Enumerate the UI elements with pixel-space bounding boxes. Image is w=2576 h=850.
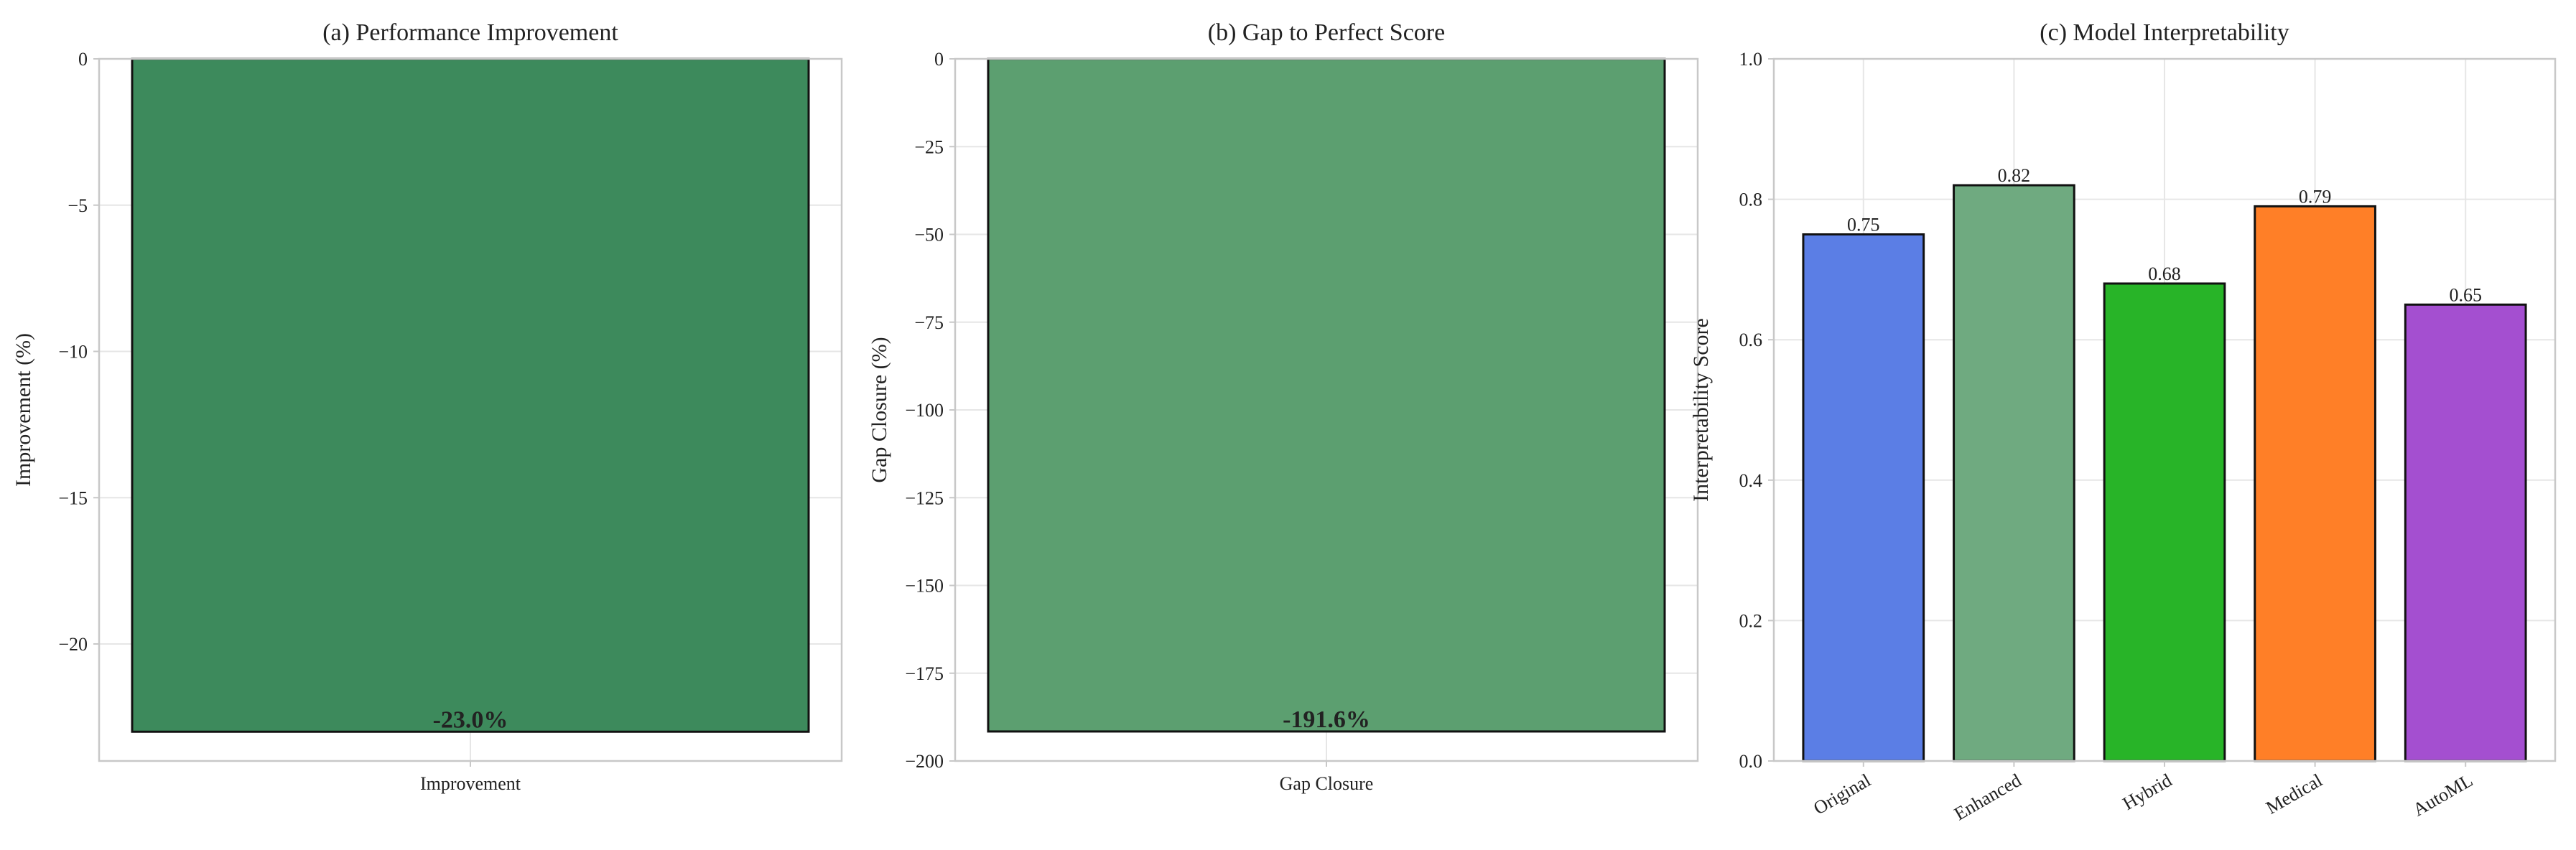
bar-value-label: 0.82 (1998, 165, 2031, 186)
y-tick-label: 0 (78, 49, 88, 70)
y-tick-label: 0.4 (1739, 470, 1763, 491)
y-tick-label: 0.6 (1739, 330, 1763, 350)
x-tick-label: Gap Closure (1280, 773, 1374, 794)
y-tick-label: −5 (68, 195, 88, 216)
bar-medical (2254, 205, 2376, 762)
y-tick-label: −150 (905, 576, 944, 597)
bar-value-label: 0.75 (1847, 215, 1880, 235)
bar-enhanced (1953, 184, 2075, 762)
y-tick-label: −125 (905, 487, 944, 508)
y-tick-label: −25 (914, 136, 944, 157)
chart-title: (c) Model Interpretability (2040, 19, 2289, 46)
bar-value-label: 0.68 (2148, 263, 2181, 284)
y-tick-label: −200 (905, 751, 944, 772)
y-axis-label: Improvement (%) (11, 333, 35, 487)
y-tick-label: 0 (934, 49, 944, 70)
x-tick-label: Original (1810, 770, 1874, 818)
bar-value-label: -191.6% (1283, 706, 1370, 733)
y-tick-label: −20 (58, 634, 88, 655)
y-axis-label: Interpretability Score (1689, 318, 1713, 502)
bar-original (1802, 233, 1925, 762)
x-tick-label: Hybrid (2119, 770, 2175, 814)
panel-gap-to-perfect-score: -191.6% 0 −25 −50 −75 −100 −125 −150 −175 −200 Gap… (868, 19, 1699, 794)
x-tick-label: Medical (2262, 770, 2325, 818)
y-tick-label: −50 (914, 225, 944, 246)
x-tick-label: AutoML (2409, 770, 2476, 821)
bar-value-label: 0.65 (2449, 284, 2482, 305)
bar-value-label: -23.0% (433, 706, 508, 733)
chart-title: (b) Gap to Perfect Score (1208, 19, 1445, 46)
panel-performance-improvement: -23.0% 0 −5 −10 −15 −20 Improvement (a) Perform… (11, 19, 843, 794)
y-tick-label: 0.8 (1739, 190, 1763, 210)
y-tick-label: 0.2 (1739, 610, 1763, 631)
x-tick-label: Improvement (420, 773, 521, 794)
y-tick-label: −100 (905, 400, 944, 421)
x-tick-label: Enhanced (1950, 770, 2024, 824)
y-tick-label: −75 (914, 312, 944, 333)
bar-automl (2404, 303, 2527, 762)
y-tick-label: −10 (58, 342, 88, 363)
y-tick-label: 1.0 (1739, 49, 1763, 70)
y-tick-label: 0.0 (1739, 751, 1763, 772)
panel-model-interpretability: 0.75 0.82 0.68 0.79 0.65 0.0 0.2 0.4 0.6 0.8 1.0 Or… (1689, 19, 2557, 824)
y-tick-label: −175 (905, 663, 944, 684)
chart-title: (a) Performance Improvement (322, 19, 618, 46)
y-tick-label: −15 (58, 487, 88, 508)
bar-value-label: 0.79 (2299, 186, 2332, 207)
bar-gap-closure (987, 57, 1666, 733)
bar-improvement (131, 57, 810, 733)
bar-hybrid (2103, 282, 2226, 762)
y-axis-label: Gap Closure (%) (868, 337, 891, 482)
